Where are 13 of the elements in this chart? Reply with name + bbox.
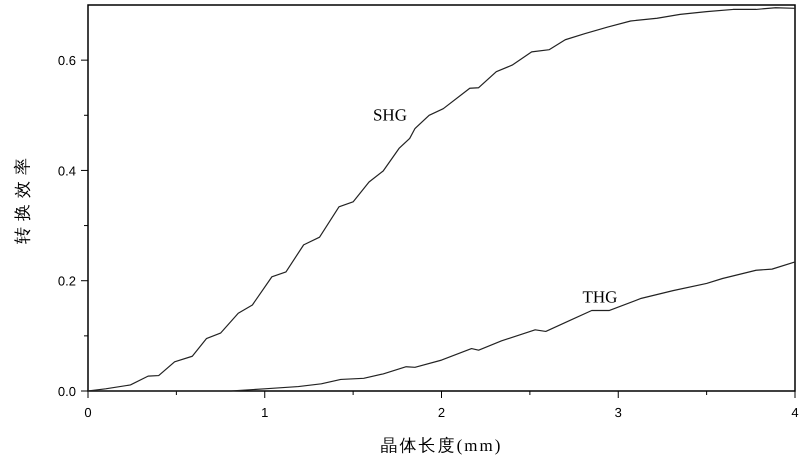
y-tick-label: 0.2 xyxy=(58,274,76,289)
x-tick-label: 3 xyxy=(614,405,622,420)
series-label: THG xyxy=(582,287,618,306)
x-tick-label: 0 xyxy=(84,405,92,420)
x-axis-title: 晶体长度(mm) xyxy=(380,436,502,455)
y-tick-label: 0.6 xyxy=(58,53,76,68)
y-tick-label: 0.4 xyxy=(58,163,76,178)
y-tick-label: 0.0 xyxy=(58,384,76,399)
series-label: SHG xyxy=(372,106,407,125)
x-tick-label: 4 xyxy=(791,405,799,420)
x-tick-label: 1 xyxy=(261,405,268,420)
y-axis-title: 转换效率 xyxy=(13,152,32,244)
x-tick-label: 2 xyxy=(438,405,446,420)
